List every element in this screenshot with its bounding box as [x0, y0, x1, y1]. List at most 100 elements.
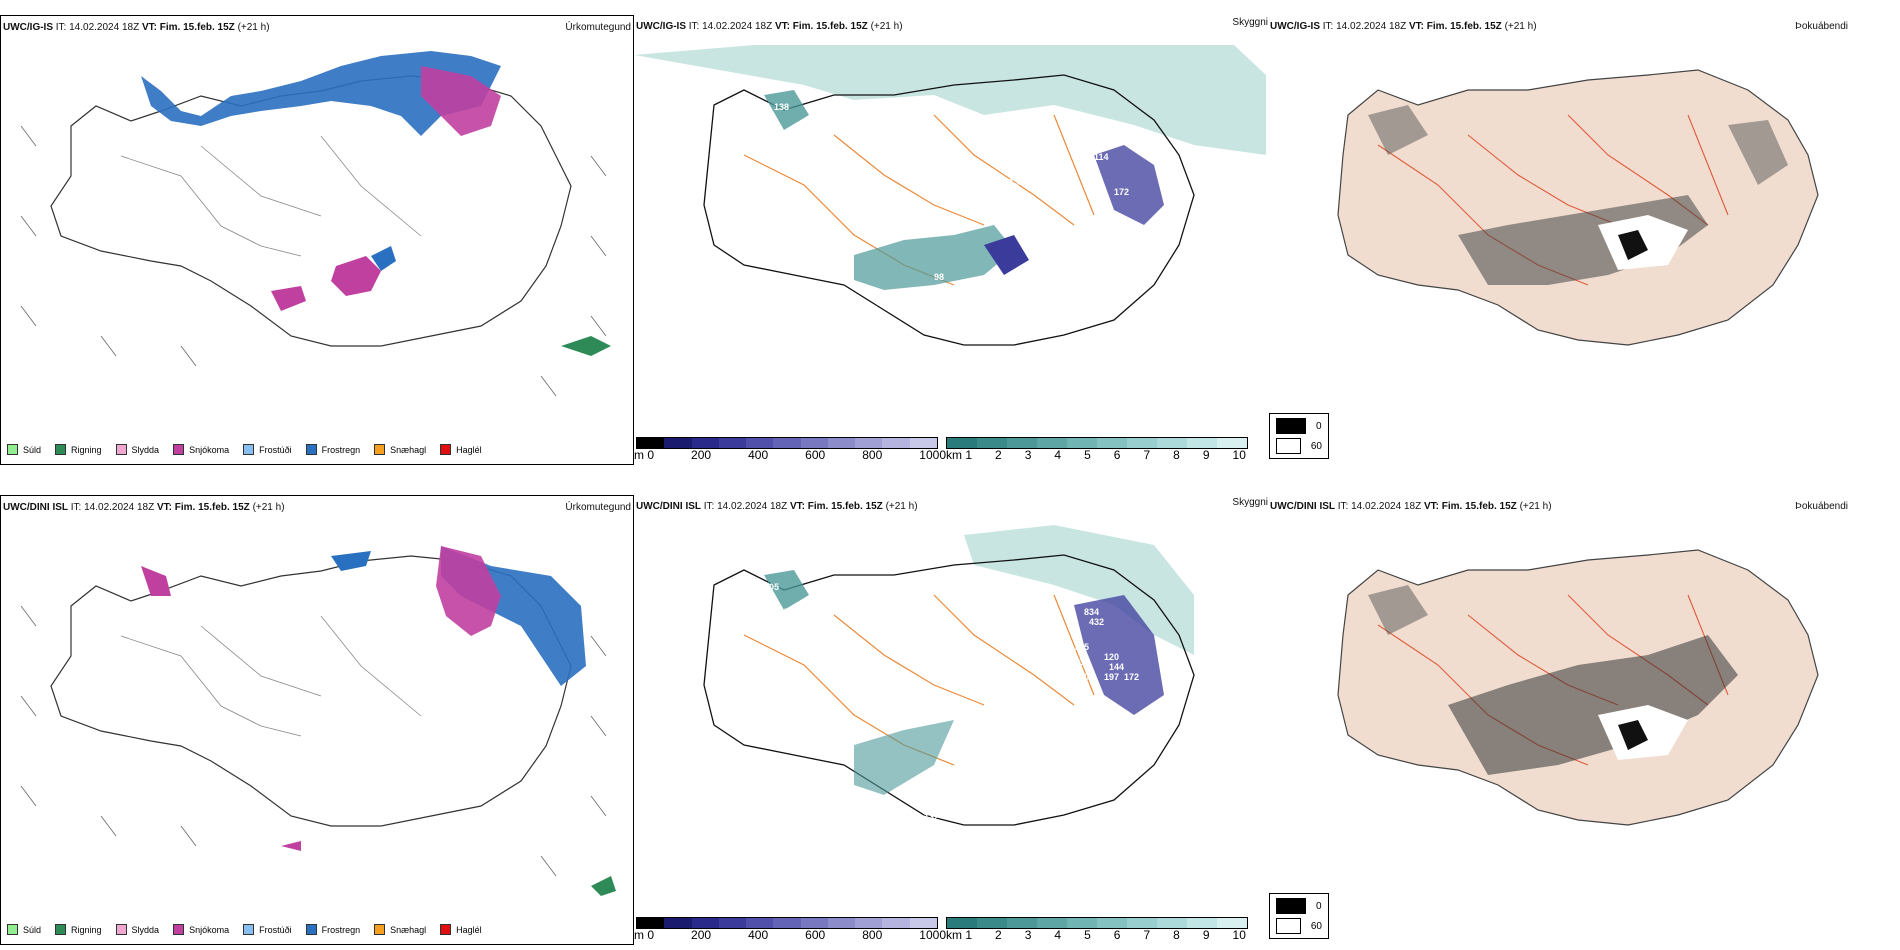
cloud-value-label: 110 — [914, 837, 929, 847]
legend-label: Snæhagl — [390, 444, 427, 455]
legend-label: Haglél — [456, 444, 482, 455]
colorbar-segment — [1217, 918, 1247, 928]
colorbar-segment — [1127, 918, 1157, 928]
colorbar-segment — [691, 918, 719, 928]
colorbar-segment — [637, 438, 665, 448]
legend-swatch — [305, 924, 317, 935]
fog-key-label: 60 — [1310, 920, 1322, 932]
colorbar-segment — [827, 438, 856, 448]
legend-swatch — [440, 444, 452, 455]
fog-panel-bottom: UWC/DINI ISL IT: 14.02.2024 18Z VT: Fim.… — [1268, 495, 1900, 945]
colorbar-segment — [947, 918, 977, 928]
legend-swatch — [7, 924, 18, 935]
cloud-value-label: 172 — [1114, 187, 1129, 197]
legend-item: Snjókoma — [173, 924, 229, 935]
cloud-value-label: 705 — [1074, 642, 1089, 652]
colorbar-segment — [882, 438, 910, 448]
cloud-value-label: 97 — [879, 362, 889, 372]
cloud-colorbar-km — [946, 917, 1248, 929]
cloud-panel-bottom: UWC/DINI ISL IT: 14.02.2024 18Z VT: Fim.… — [634, 495, 1268, 945]
cloud-value-label: 127 — [974, 742, 989, 752]
colorbar-tick: 600 — [805, 448, 826, 462]
cloud-value-label: 432 — [1089, 617, 1104, 627]
legend-item: Rigning — [55, 924, 102, 935]
legend-label: Rigning — [71, 924, 102, 935]
panel-title: Þokuábendi — [1795, 501, 1848, 512]
cloud-value-label: 132 — [1009, 177, 1024, 187]
legend-item: Rigning — [55, 444, 102, 455]
colorbar-tick: 8 — [1173, 928, 1180, 942]
colorbar-segment — [718, 918, 747, 928]
colorbar-tick: 1000 — [919, 928, 946, 942]
cloud-value-label: 92 — [914, 369, 924, 379]
colorbar-tick: 6 — [1113, 928, 1121, 942]
fog-key-row: 60 — [1276, 438, 1322, 454]
legend-label: Snæhagl — [390, 924, 427, 935]
colorbar-segment — [827, 918, 856, 928]
panel-header: UWC/DINI ISL IT: 14.02.2024 18Z VT: Fim.… — [3, 502, 285, 513]
colorbar-tick: 2 — [995, 448, 1002, 462]
colorbar-tick: 9 — [1202, 448, 1210, 462]
colorbar-segment — [746, 438, 774, 448]
colorbar-segment — [691, 438, 719, 448]
cloud-value-label: 503 — [789, 132, 804, 142]
colorbar-tick: 5 — [1084, 448, 1091, 462]
legend-item: Slydda — [115, 924, 160, 935]
legend-item: Snæhagl — [374, 924, 426, 935]
cloud-colorbar-km-ticks: km 1 2 3 4 5 6 7 8 9 10 — [946, 448, 1246, 462]
colorbar-segment — [977, 438, 1007, 448]
cloud-value-label: 114 — [1094, 152, 1109, 162]
iceland-precip-map — [20, 51, 611, 397]
colorbar-segment — [1007, 918, 1037, 928]
cloud-value-label: 302 — [1079, 672, 1094, 682]
colorbar-tick: 800 — [862, 448, 883, 462]
legend-swatch — [55, 924, 67, 935]
panel-header: UWC/IG-IS IT: 14.02.2024 18Z VT: Fim. 15… — [3, 22, 270, 33]
cloud-value-label: 110 — [1104, 707, 1119, 717]
precip-legend: Súld Rigning Slydda Snjókoma Frostúði Frostre… — [7, 444, 482, 455]
colorbar-segment — [1157, 438, 1187, 448]
cloud-value-label: 91 — [954, 787, 964, 797]
cloud-value-label: 834 — [1084, 607, 1099, 617]
colorbar-tick: 10 — [1232, 448, 1246, 462]
cloud-colorbar-m-ticks: m 0 200 400 600 800 1000 — [634, 448, 946, 462]
colorbar-segment — [855, 438, 883, 448]
colorbar-segment — [718, 438, 747, 448]
cloud-value-label: 19 — [934, 767, 944, 777]
legend-label: Frostúði — [259, 444, 292, 455]
iceland-precip-map — [20, 546, 616, 896]
legend-label: Slydda — [131, 924, 160, 935]
colorbar-segment — [882, 918, 910, 928]
cloud-value-label: 132 — [924, 812, 939, 822]
legend-swatch — [243, 444, 255, 455]
precip-panel-bottom: UWC/DINI ISL IT: 14.02.2024 18Z VT: Fim.… — [0, 495, 634, 945]
legend-item: Súld — [7, 444, 41, 455]
legend-swatch — [305, 444, 317, 455]
colorbar-segment — [1007, 438, 1037, 448]
colorbar-tick: 200 — [691, 448, 712, 462]
legend-swatch — [115, 924, 127, 935]
colorbar-segment — [977, 918, 1007, 928]
colorbar-tick: 9 — [1202, 928, 1210, 942]
colorbar-tick: 3 — [1024, 928, 1032, 942]
legend-label: Frostúði — [259, 924, 292, 935]
cloud-colorbar-km — [946, 437, 1248, 449]
colorbar-segment — [1067, 438, 1097, 448]
colorbar-segment — [1037, 918, 1067, 928]
colorbar-segment — [1187, 918, 1217, 928]
cloud-value-label: 104 — [1024, 167, 1039, 177]
legend-swatch — [440, 924, 452, 935]
precip-legend: Súld Rigning Slydda Snjókoma Frostúði Frostre… — [7, 924, 482, 935]
cloud-value-label: 761 — [784, 607, 799, 617]
fog-panel-top: UWC/IG-IS IT: 14.02.2024 18Z VT: Fim. 15… — [1268, 15, 1900, 465]
colorbar-segment — [909, 438, 937, 448]
colorbar-tick: m 0 — [634, 928, 655, 942]
colorbar-segment — [664, 438, 692, 448]
legend-swatch — [173, 444, 185, 455]
panel-header: UWC/IG-IS IT: 14.02.2024 18Z VT: Fim. 15… — [636, 21, 903, 32]
cloud-value-label: 120 — [1104, 652, 1119, 662]
panel-header: UWC/DINI ISL IT: 14.02.2024 18Z VT: Fim.… — [1270, 501, 1552, 512]
cloud-value-label: 98 — [934, 272, 944, 282]
